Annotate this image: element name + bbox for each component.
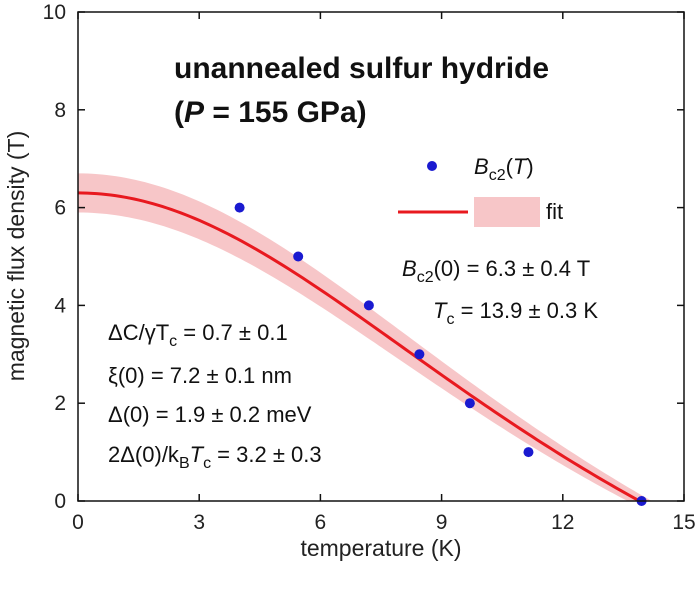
x-tick-label: 3 (193, 511, 205, 534)
x-tick-label: 6 (315, 511, 327, 534)
axis-ticks: 0 3 6 9 12 15 0 2 4 6 8 10 (43, 1, 696, 534)
data-point (234, 202, 245, 213)
y-tick-label: 2 (54, 392, 66, 415)
legend-point-marker (427, 161, 437, 171)
x-tick-label: 0 (72, 511, 84, 534)
x-tick-label: 9 (436, 511, 448, 534)
chart-title-line1: unannealed sulfur hydride (174, 52, 549, 85)
chart-title-line2: (P = 155 GPa) (174, 96, 367, 129)
y-tick-label: 6 (54, 197, 66, 220)
title-pressure-value: = 155 GPa (204, 96, 357, 129)
legend-fit-label: fit (546, 199, 563, 224)
data-point (464, 398, 475, 409)
param-gap-ratio: 2Δ(0)/kBTc = 3.2 ± 0.3 (108, 442, 322, 472)
x-tick-label: 15 (672, 511, 695, 534)
data-point (293, 251, 304, 262)
data-points-layer (234, 202, 647, 506)
data-point (523, 447, 534, 458)
y-tick-label: 4 (54, 294, 66, 317)
legend-points-label: Bc2(T) (474, 154, 534, 184)
fit-result-tc: Tc = 13.9 ± 0.3 K (433, 298, 598, 328)
param-xi: ξ(0) = 7.2 ± 0.1 nm (108, 363, 292, 388)
data-point (414, 349, 425, 360)
fit-result-bc2: Bc2(0) = 6.3 ± 0.4 T (402, 256, 590, 286)
legend-fit-band (474, 197, 540, 227)
plot-frame (77, 11, 685, 502)
data-point (363, 300, 374, 311)
fit-line-layer (77, 191, 641, 503)
x-axis-title: temperature (K) (300, 535, 461, 561)
x-tick-label: 12 (551, 511, 574, 534)
fit-line (77, 191, 641, 503)
param-delta-c: ΔC/γTc = 0.7 ± 0.1 (108, 320, 288, 350)
y-tick-label: 0 (54, 490, 66, 513)
param-gap: Δ(0) = 1.9 ± 0.2 meV (108, 402, 312, 427)
title-pressure-symbol: P (184, 96, 205, 129)
legend: Bc2(T) fit (398, 154, 563, 227)
y-axis-title: magnetic flux density (T) (3, 131, 29, 382)
y-tick-label: 8 (54, 99, 66, 122)
y-tick-label: 10 (43, 1, 66, 24)
